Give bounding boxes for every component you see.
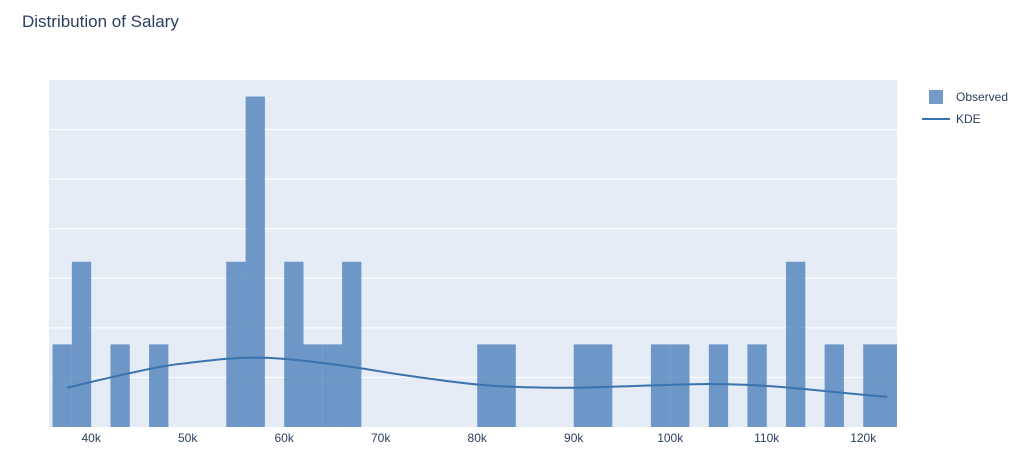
- histogram-bar[interactable]: [342, 261, 362, 427]
- kde-line[interactable]: [66, 356, 888, 398]
- x-tick-label: 60k: [275, 431, 295, 445]
- histogram-bar[interactable]: [863, 344, 883, 427]
- histogram-bar[interactable]: [824, 344, 844, 427]
- histogram-bar[interactable]: [110, 344, 130, 427]
- histogram-bar[interactable]: [245, 96, 265, 428]
- histogram-bar[interactable]: [149, 344, 169, 427]
- chart-title: Distribution of Salary: [22, 12, 179, 31]
- kde-swatch: [922, 118, 950, 120]
- histogram-bar[interactable]: [284, 261, 304, 427]
- x-tick-label: 50k: [178, 431, 198, 445]
- histogram-bar[interactable]: [322, 344, 343, 427]
- legend-label-kde: KDE: [956, 112, 981, 126]
- histogram-bar[interactable]: [52, 344, 72, 427]
- x-tick-label: 110k: [754, 431, 780, 445]
- x-tick-label: 100k: [657, 431, 684, 445]
- x-tick-label: 90k: [564, 431, 584, 445]
- x-tick-label: 80k: [468, 431, 488, 445]
- observed-swatch: [929, 90, 943, 104]
- histogram-bar[interactable]: [71, 261, 92, 427]
- x-tick-label: 70k: [371, 431, 391, 445]
- plot-background: [49, 80, 897, 427]
- histogram-bar[interactable]: [708, 344, 729, 427]
- kde-line-group: [66, 356, 888, 398]
- histogram-bar[interactable]: [670, 344, 690, 427]
- histogram-bar[interactable]: [573, 344, 594, 427]
- histogram-bar[interactable]: [593, 344, 613, 427]
- histogram-bar[interactable]: [226, 261, 246, 427]
- histogram-bar[interactable]: [786, 261, 806, 427]
- x-axis-ticks: 40k 50k 60k 70k 80k 90k 100k 110k 120k: [81, 431, 877, 445]
- x-tick-label: 40k: [81, 431, 101, 445]
- legend-label-observed: Observed: [956, 90, 1009, 104]
- x-tick-label: 120k: [850, 431, 877, 445]
- legend-item-observed[interactable]: Observed: [922, 86, 1008, 108]
- histogram-bar[interactable]: [882, 344, 897, 427]
- legend-item-kde[interactable]: KDE: [922, 108, 1008, 130]
- histogram-bar[interactable]: [303, 344, 323, 427]
- legend[interactable]: Observed KDE: [922, 86, 1008, 130]
